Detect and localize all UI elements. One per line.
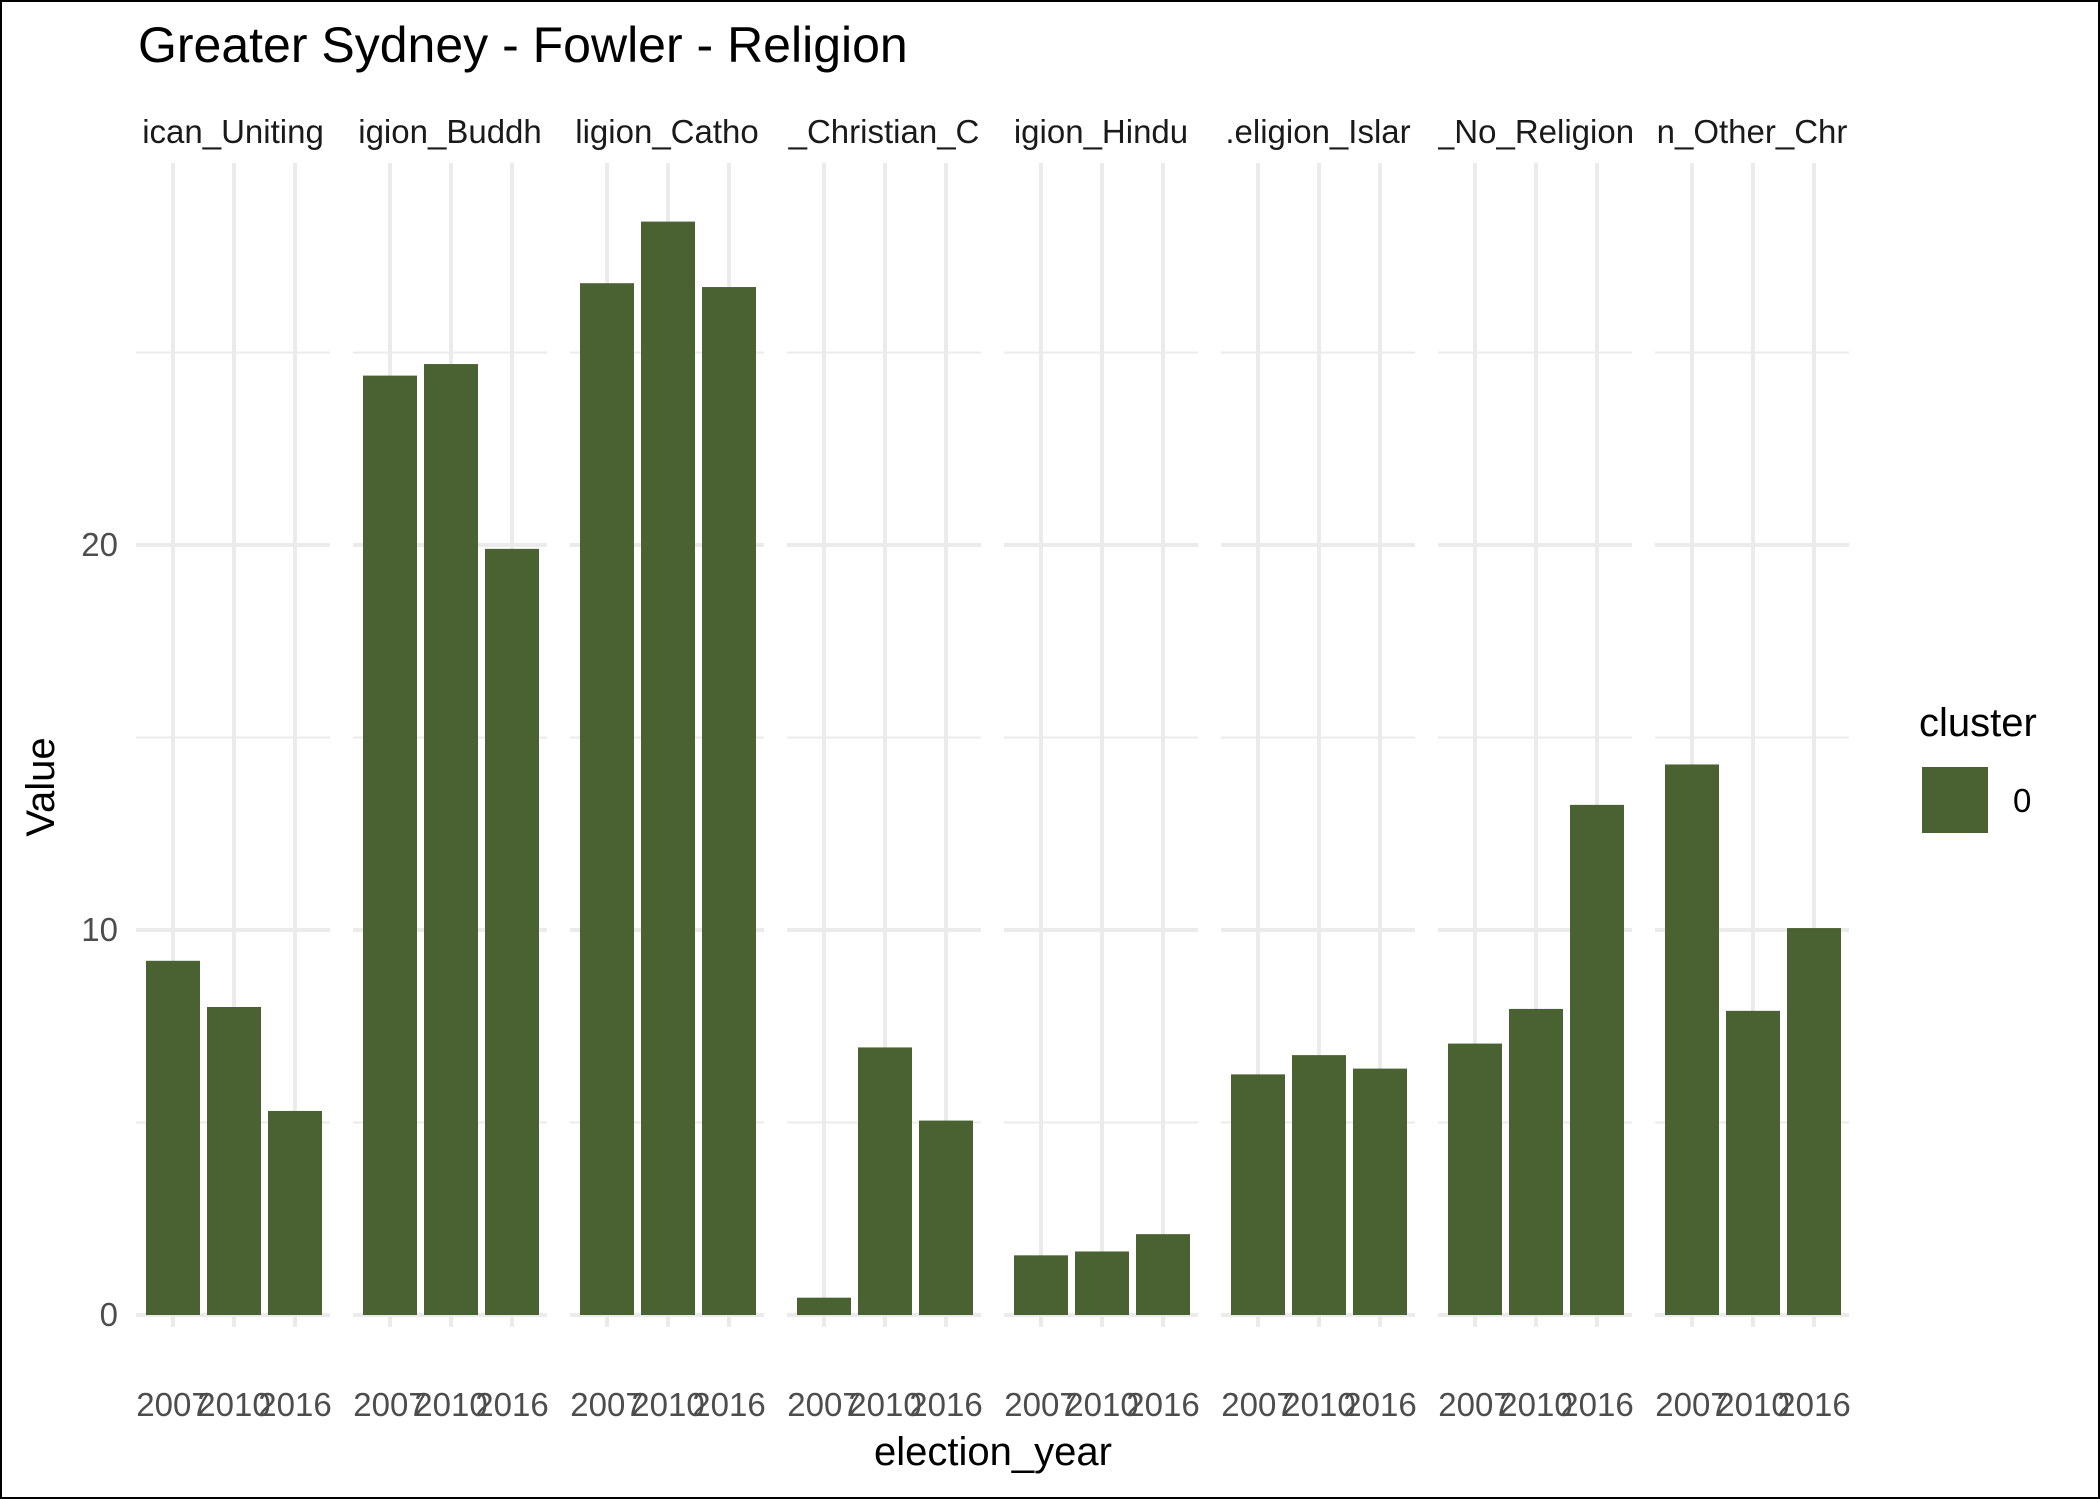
y-axis-ticks: 0 10 20 xyxy=(81,526,118,1333)
x-tick-label: 2007 xyxy=(787,1386,860,1423)
legend-title: cluster xyxy=(1919,701,2037,745)
legend-label-0: 0 xyxy=(2013,782,2031,819)
facet-strip-label: _Christian_C xyxy=(788,113,980,150)
x-tick-label: 2007 xyxy=(353,1386,426,1423)
bar xyxy=(1231,1074,1285,1315)
x-tick-label: 2016 xyxy=(1126,1386,1199,1423)
x-tick-label: 2007 xyxy=(136,1386,209,1423)
x-tick-label: 2010 xyxy=(1282,1386,1355,1423)
x-tick-label: 2016 xyxy=(909,1386,982,1423)
bar xyxy=(702,287,756,1315)
bar xyxy=(858,1047,912,1315)
x-tick-label: 2007 xyxy=(570,1386,643,1423)
bar xyxy=(1665,764,1719,1315)
x-tick-label: 2010 xyxy=(197,1386,270,1423)
x-tick-label: 2010 xyxy=(1499,1386,1572,1423)
bar xyxy=(146,960,200,1315)
bar xyxy=(641,221,695,1316)
facet-strip-label: .eligion_Islar xyxy=(1225,113,1410,150)
bar xyxy=(1292,1055,1346,1315)
x-tick-label: 2016 xyxy=(475,1386,548,1423)
chart-title: Greater Sydney - Fowler - Religion xyxy=(138,17,908,73)
x-tick-label: 2016 xyxy=(1560,1386,1633,1423)
bar xyxy=(1075,1251,1129,1315)
bar xyxy=(1448,1043,1502,1315)
x-tick-label: 2016 xyxy=(258,1386,331,1423)
bar xyxy=(1570,804,1624,1315)
bar xyxy=(268,1110,322,1315)
x-axis-title: election_year xyxy=(874,1430,1112,1474)
bar xyxy=(207,1007,261,1315)
bar xyxy=(363,375,417,1316)
x-tick-label: 2016 xyxy=(1777,1386,1850,1423)
y-tick-label: 0 xyxy=(100,1296,118,1333)
x-tick-label: 2016 xyxy=(692,1386,765,1423)
x-tick-label: 2010 xyxy=(631,1386,704,1423)
x-tick-label: 2007 xyxy=(1004,1386,1077,1423)
y-tick-label: 20 xyxy=(81,526,118,563)
x-tick-label: 2010 xyxy=(848,1386,921,1423)
bar xyxy=(1136,1234,1190,1315)
legend: cluster 0 xyxy=(1919,701,2037,833)
legend-key-0 xyxy=(1922,767,1988,833)
bar xyxy=(1014,1255,1068,1315)
x-tick-label: 2010 xyxy=(1065,1386,1138,1423)
facet-strip-label: _No_Religion xyxy=(1435,113,1634,150)
bar xyxy=(797,1297,851,1315)
bar xyxy=(424,364,478,1315)
x-tick-label: 2007 xyxy=(1655,1386,1728,1423)
x-tick-label: 2016 xyxy=(1343,1386,1416,1423)
facet-strip-label: ligion_Catho xyxy=(575,113,758,150)
facet-strip-label: igion_Hindu xyxy=(1014,113,1188,150)
facet-strip-label: ican_Uniting xyxy=(142,113,324,150)
bar xyxy=(1353,1068,1407,1315)
facet-strip-label: igion_Buddh xyxy=(358,113,542,150)
x-tick-label: 2007 xyxy=(1221,1386,1294,1423)
bar xyxy=(1509,1008,1563,1315)
bar xyxy=(580,283,634,1316)
facet-panels: ican_Uniting200720102016igion_Buddh20072… xyxy=(136,113,1851,1423)
bar xyxy=(919,1120,973,1315)
bar xyxy=(1787,928,1841,1315)
y-tick-label: 10 xyxy=(81,911,118,948)
facet-strip-label: n_Other_Chr xyxy=(1657,113,1848,150)
bar xyxy=(1726,1010,1780,1315)
x-tick-label: 2010 xyxy=(1716,1386,1789,1423)
y-axis-title: Value xyxy=(19,737,63,836)
x-tick-label: 2010 xyxy=(414,1386,487,1423)
bar xyxy=(485,548,539,1315)
x-tick-label: 2007 xyxy=(1438,1386,1511,1423)
